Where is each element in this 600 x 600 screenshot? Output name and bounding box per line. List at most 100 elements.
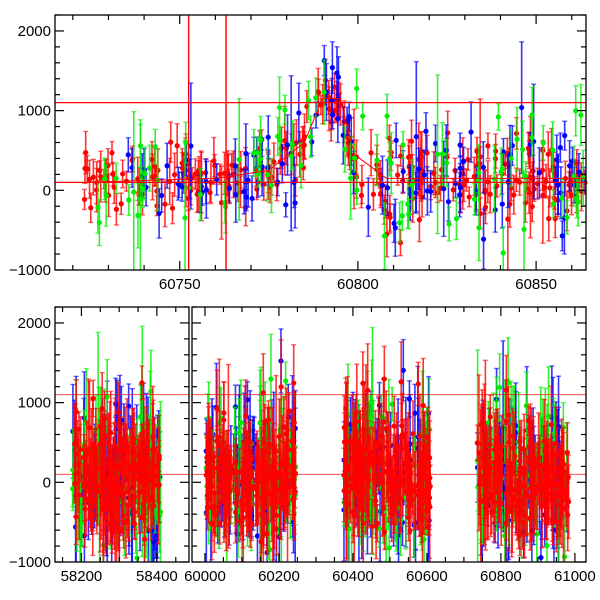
point-marker — [424, 150, 430, 156]
data-point — [578, 83, 584, 147]
point-marker — [137, 414, 144, 420]
data-point — [97, 160, 103, 181]
data-point — [284, 114, 291, 176]
point-marker — [564, 214, 570, 221]
point-marker — [243, 150, 249, 157]
bottom-panel — [55, 325, 586, 563]
point-marker — [236, 430, 242, 436]
point-marker — [331, 84, 338, 90]
point-marker — [226, 185, 233, 192]
point-marker — [580, 175, 586, 181]
data-point — [147, 144, 153, 192]
point-marker — [236, 156, 242, 163]
point-marker — [439, 151, 446, 157]
data-point — [233, 166, 239, 223]
point-marker — [559, 233, 565, 239]
point-marker — [188, 143, 194, 149]
data-point — [368, 129, 374, 177]
point-marker — [460, 158, 467, 164]
point-marker — [315, 89, 321, 95]
data-point — [499, 179, 505, 229]
point-marker — [164, 163, 170, 169]
data-point — [283, 191, 289, 218]
point-marker — [118, 201, 124, 207]
data-point — [423, 111, 429, 151]
data-point — [197, 168, 203, 221]
x-tick-label: 60850 — [515, 276, 557, 293]
point-marker — [370, 191, 377, 197]
point-marker — [457, 192, 463, 198]
point-marker — [487, 191, 493, 197]
point-marker — [271, 159, 277, 165]
point-marker — [354, 85, 360, 92]
point-marker — [395, 172, 401, 178]
data-point — [424, 165, 430, 216]
data-point — [289, 120, 296, 170]
point-marker — [374, 157, 380, 163]
data-point — [344, 106, 350, 136]
point-marker — [500, 250, 506, 256]
point-marker — [538, 554, 544, 561]
y-tick-label: 2000 — [18, 23, 51, 40]
point-marker — [113, 206, 119, 212]
data-point — [176, 171, 182, 199]
point-marker — [508, 155, 514, 162]
data-point — [88, 192, 94, 224]
point-marker — [131, 189, 137, 195]
data-point — [374, 133, 380, 187]
point-marker — [571, 173, 577, 179]
point-marker — [174, 143, 180, 149]
point-marker — [576, 169, 582, 175]
data-point — [109, 140, 115, 165]
point-marker — [457, 142, 463, 148]
point-marker — [388, 160, 394, 166]
data-point — [118, 192, 124, 216]
point-marker — [468, 129, 474, 135]
data-point — [580, 149, 586, 206]
point-marker — [405, 201, 411, 207]
y-tick-label: −1000 — [9, 262, 51, 279]
y-tick-label: 0 — [43, 182, 51, 199]
point-marker — [284, 142, 291, 148]
point-marker — [152, 144, 158, 150]
point-marker — [168, 139, 174, 145]
point-marker — [441, 186, 447, 192]
point-marker — [169, 205, 176, 211]
point-marker — [182, 215, 188, 221]
data-point — [384, 210, 390, 258]
data-point — [211, 136, 217, 185]
data-point — [466, 186, 472, 208]
point-marker — [96, 219, 102, 226]
data-point — [298, 142, 304, 189]
point-marker — [342, 146, 348, 152]
point-marker — [335, 116, 341, 122]
data-point — [335, 56, 342, 99]
data-point — [351, 143, 358, 173]
data-point — [471, 182, 478, 216]
point-marker — [292, 200, 298, 206]
data-point — [500, 225, 506, 270]
point-marker — [351, 155, 358, 161]
data-point — [236, 97, 242, 221]
point-marker — [514, 136, 520, 142]
point-marker — [409, 182, 415, 188]
data-point — [249, 175, 255, 222]
data-point — [342, 125, 348, 173]
point-marker — [536, 170, 543, 176]
point-marker — [416, 217, 422, 223]
data-point — [360, 101, 366, 131]
point-marker — [183, 139, 189, 146]
point-marker — [147, 165, 153, 171]
point-marker — [354, 187, 360, 193]
point-marker — [279, 161, 285, 167]
point-marker — [408, 138, 415, 144]
data-point — [434, 74, 441, 235]
point-marker — [249, 195, 255, 202]
point-marker — [134, 555, 140, 561]
data-point — [183, 121, 189, 164]
point-marker — [283, 202, 289, 208]
data-point — [571, 145, 577, 208]
point-marker — [485, 143, 491, 149]
data-point — [393, 122, 399, 159]
data-point — [558, 166, 564, 220]
